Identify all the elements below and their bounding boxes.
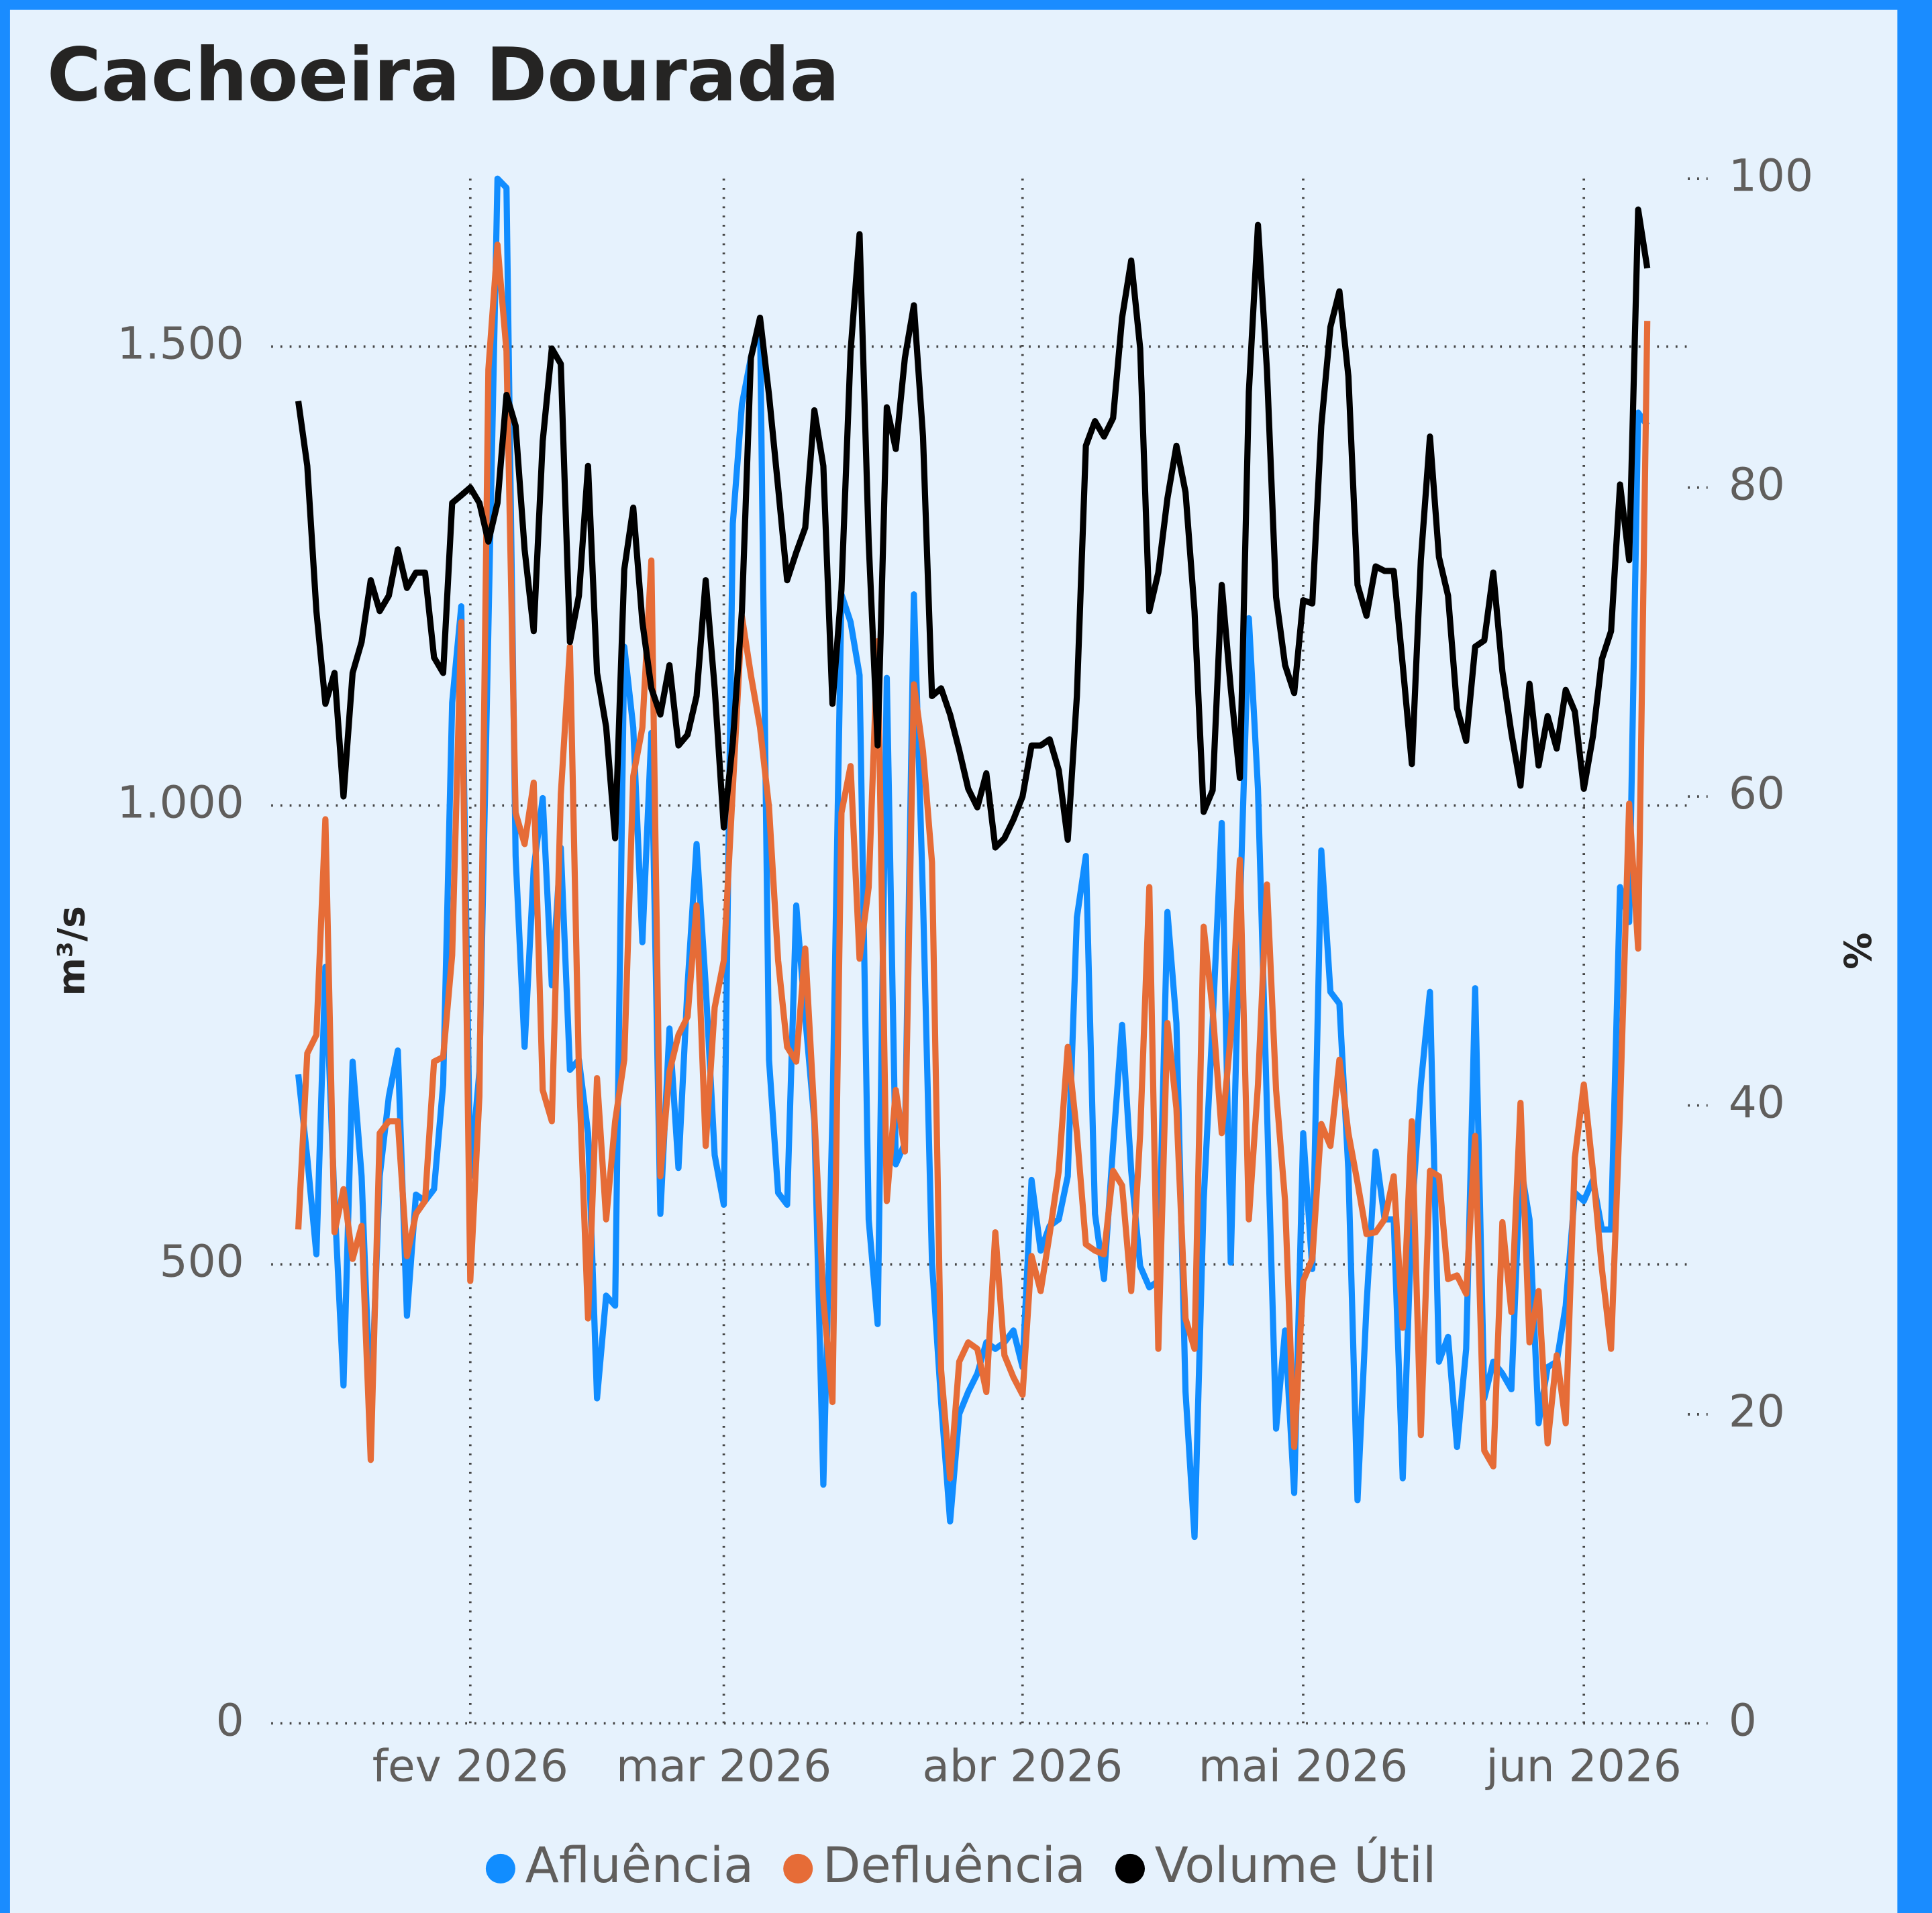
- x-tick-label: mai 2026: [1199, 1740, 1408, 1792]
- y2-tick-label: 40: [1729, 1077, 1785, 1129]
- series-line: [295, 206, 1651, 851]
- series-line: [295, 175, 1650, 1541]
- legend-marker: [783, 1853, 813, 1883]
- x-tick-label: jun 2026: [1485, 1740, 1682, 1792]
- legend-label: Volume Útil: [1155, 1837, 1437, 1894]
- y2-tick-label: 20: [1729, 1386, 1785, 1437]
- y2-tick-label: 100: [1729, 150, 1813, 201]
- chart-title: Cachoeira Dourada: [47, 32, 840, 118]
- y-tick-label: 1.000: [117, 776, 244, 828]
- x-tick-label: mar 2026: [616, 1740, 831, 1792]
- y2-tick-label: 80: [1729, 459, 1785, 511]
- y2-tick-label: 0: [1729, 1694, 1757, 1746]
- y-tick-label: 0: [216, 1694, 244, 1746]
- x-tick-label: fev 2026: [372, 1740, 568, 1792]
- y2-tick-label: 60: [1729, 768, 1785, 819]
- x-tick-label: abr 2026: [922, 1740, 1123, 1792]
- y-tick-label: 1.500: [117, 318, 244, 370]
- series-line: [295, 242, 1651, 1482]
- legend-marker: [1115, 1853, 1145, 1883]
- y-tick-label: 500: [160, 1235, 244, 1287]
- legend-label: Afluência: [525, 1837, 754, 1894]
- legend-label: Defluência: [823, 1837, 1086, 1894]
- background: [9, 9, 1898, 1913]
- legend-marker: [485, 1853, 515, 1883]
- y-axis-title: m³/s: [50, 906, 93, 996]
- y2-axis-title: %: [1835, 933, 1878, 970]
